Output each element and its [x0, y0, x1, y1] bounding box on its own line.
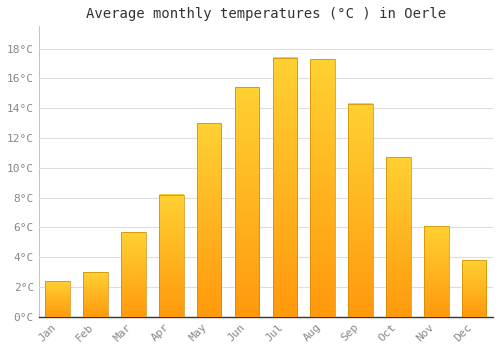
Bar [386, 158, 410, 317]
Bar [348, 104, 373, 317]
Bar [121, 232, 146, 317]
Bar [272, 57, 297, 317]
Bar [159, 195, 184, 317]
Bar [84, 272, 108, 317]
Bar [197, 123, 222, 317]
Title: Average monthly temperatures (°C ) in Oerle: Average monthly temperatures (°C ) in Oe… [86, 7, 446, 21]
Bar [462, 260, 486, 317]
Bar [234, 88, 260, 317]
Bar [46, 281, 70, 317]
Bar [424, 226, 448, 317]
Bar [310, 59, 335, 317]
